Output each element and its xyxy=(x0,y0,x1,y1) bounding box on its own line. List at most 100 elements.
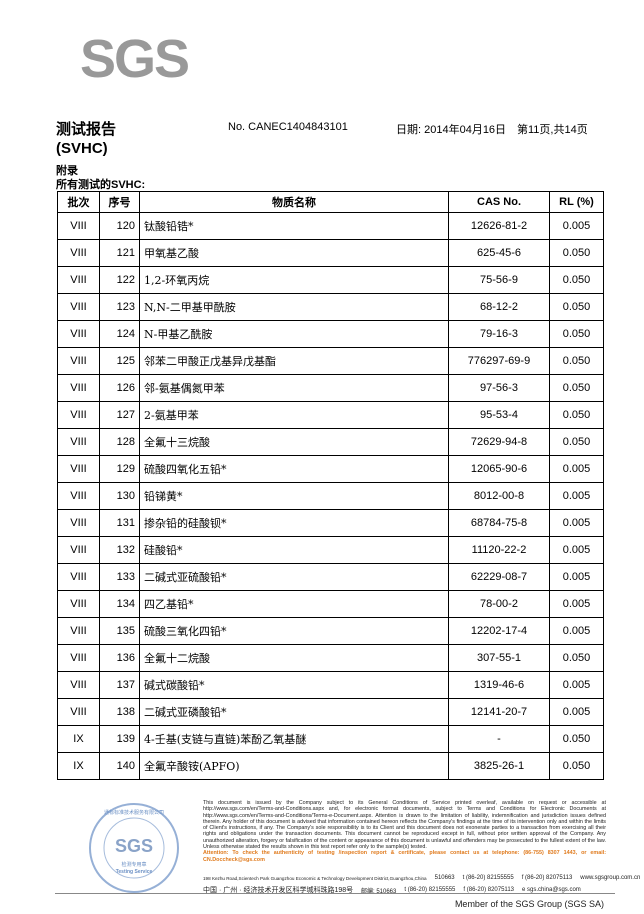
column-header-batch: 批次 xyxy=(57,191,100,213)
cas-cell: 776297-69-9 xyxy=(448,347,550,375)
report-date: 日期: 2014年04月16日 xyxy=(396,124,507,136)
substance-cell: 全氟十三烷酸 xyxy=(139,428,449,456)
index-cell: 123 xyxy=(99,293,140,321)
table-row: VIII 135 硫酸三氧化四铅* 12202-17-4 0.005 xyxy=(57,617,604,645)
batch-cell: VIII xyxy=(57,563,100,591)
postcode-en: 510663 xyxy=(434,875,455,881)
address-row-cn: 中国 · 广州 · 经济技术开发区科学城科珠路198号 邮编: 510663 t… xyxy=(203,884,613,896)
rl-cell: 0.050 xyxy=(549,266,604,294)
index-cell: 140 xyxy=(99,752,140,780)
substance-cell: 四乙基铅* xyxy=(139,590,449,618)
table-row: VIII 136 全氟十二烷酸 307-55-1 0.050 xyxy=(57,644,604,672)
batch-cell: VIII xyxy=(57,698,100,726)
table-row: VIII 134 四乙基铅* 78-00-2 0.005 xyxy=(57,590,604,618)
substance-cell: 4-壬基(支链与直链)苯酚乙氧基醚 xyxy=(139,725,449,753)
rl-cell: 0.050 xyxy=(549,347,604,375)
table-row: VIII 124 N-甲基乙酰胺 79-16-3 0.050 xyxy=(57,320,604,348)
disclaimer-text: This document is issued by the Company s… xyxy=(203,800,606,851)
table-row: VIII 123 N,N-二甲基甲酰胺 68-12-2 0.050 xyxy=(57,293,604,321)
substance-cell: 碱式碳酸铅* xyxy=(139,671,449,699)
column-header-rl: RL (%) xyxy=(549,191,604,213)
cas-cell: 12065-90-6 xyxy=(448,455,550,483)
rl-cell: 0.050 xyxy=(549,293,604,321)
index-cell: 120 xyxy=(99,212,140,240)
table-row: VIII 121 甲氧基乙酸 625-45-6 0.050 xyxy=(57,239,604,267)
index-cell: 139 xyxy=(99,725,140,753)
index-cell: 128 xyxy=(99,428,140,456)
rl-cell: 0.005 xyxy=(549,509,604,537)
substance-cell: 硫酸三氧化四铅* xyxy=(139,617,449,645)
batch-cell: VIII xyxy=(57,617,100,645)
rl-cell: 0.050 xyxy=(549,320,604,348)
substance-cell: 钛酸铅锆* xyxy=(139,212,449,240)
table-row: VIII 129 硫酸四氧化五铅* 12065-90-6 0.005 xyxy=(57,455,604,483)
batch-cell: VIII xyxy=(57,428,100,456)
rl-cell: 0.050 xyxy=(549,239,604,267)
index-cell: 127 xyxy=(99,401,140,429)
table-row: IX 139 4-壬基(支链与直链)苯酚乙氧基醚 -0.050 xyxy=(57,725,604,753)
cas-cell: 12141-20-7 xyxy=(448,698,550,726)
table-row: VIII 130 铅锑黄* 8012-00-8 0.005 xyxy=(57,482,604,510)
cas-cell: 78-00-2 xyxy=(448,590,550,618)
seal-ring-text: 通标标准技术服务有限公司 xyxy=(104,809,164,816)
rl-cell: 0.050 xyxy=(549,428,604,456)
cas-cell: 307-55-1 xyxy=(448,644,550,672)
cas-cell: 3825-26-1 xyxy=(448,752,550,780)
substance-cell: 硫酸四氧化五铅* xyxy=(139,455,449,483)
column-header-cas: CAS No. xyxy=(448,191,550,213)
column-header-index: 序号 xyxy=(99,191,140,213)
rl-cell: 0.050 xyxy=(549,401,604,429)
phone-en: t (86-20) 82155555 xyxy=(462,875,514,881)
substance-cell: 硅酸铅* xyxy=(139,536,449,564)
rl-cell: 0.005 xyxy=(549,698,604,726)
index-cell: 133 xyxy=(99,563,140,591)
table-row: VIII 137 碱式碳酸铅* 1319-46-6 0.005 xyxy=(57,671,604,699)
substance-cell: 全氟十二烷酸 xyxy=(139,644,449,672)
batch-cell: VIII xyxy=(57,320,100,348)
sgs-logo: SGS xyxy=(80,29,190,89)
svhc-table: 批次 序号 物质名称 CAS No. RL (%) VIII 120 钛酸铅锆* 12… xyxy=(57,191,604,780)
batch-cell: VIII xyxy=(57,347,100,375)
cas-cell: - xyxy=(448,725,550,753)
substance-cell: 甲氧基乙酸 xyxy=(139,239,449,267)
fax-cn: f (86-20) 82075113 xyxy=(463,887,514,893)
address-row-en: 198 Kezhu Road,Scientech Park Guangzhou … xyxy=(203,872,640,884)
rl-cell: 0.005 xyxy=(549,671,604,699)
batch-cell: VIII xyxy=(57,212,100,240)
index-cell: 135 xyxy=(99,617,140,645)
rl-cell: 0.005 xyxy=(549,563,604,591)
index-cell: 137 xyxy=(99,671,140,699)
batch-cell: VIII xyxy=(57,401,100,429)
cas-cell: 62229-08-7 xyxy=(448,563,550,591)
report-number: No. CANEC1404843101 xyxy=(228,121,348,133)
website-link[interactable]: www.sgsgroup.com.cn xyxy=(580,875,641,881)
rl-cell: 0.005 xyxy=(549,212,604,240)
cas-cell: 95-53-4 xyxy=(448,401,550,429)
substance-cell: 1,2-环氧丙烷 xyxy=(139,266,449,294)
table-row: VIII 128 全氟十三烷酸 72629-94-8 0.050 xyxy=(57,428,604,456)
phone-cn: t (86-20) 82155555 xyxy=(404,887,456,893)
sgs-seal-stamp: SGS 检测专用章 Testing Service 通标标准技术服务有限公司 xyxy=(89,803,179,893)
postcode-cn: 邮编: 510663 xyxy=(361,888,397,895)
index-cell: 138 xyxy=(99,698,140,726)
batch-cell: IX xyxy=(57,752,100,780)
rl-cell: 0.005 xyxy=(549,617,604,645)
seal-label: 检测专用章 xyxy=(121,861,146,868)
substance-cell: 二碱式亚磷酸铅* xyxy=(139,698,449,726)
rl-cell: 0.050 xyxy=(549,752,604,780)
batch-cell: VIII xyxy=(57,293,100,321)
cas-cell: 625-45-6 xyxy=(448,239,550,267)
index-cell: 136 xyxy=(99,644,140,672)
rl-cell: 0.005 xyxy=(549,590,604,618)
substance-cell: 2-氨基甲苯 xyxy=(139,401,449,429)
substance-cell: 全氟辛酸铵(APFO) xyxy=(139,752,449,780)
index-cell: 134 xyxy=(99,590,140,618)
rl-cell: 0.050 xyxy=(549,374,604,402)
report-subtitle: (SVHC) xyxy=(56,140,108,157)
column-header-substance: 物质名称 xyxy=(139,191,449,213)
table-row: VIII 132 硅酸铅* 11120-22-2 0.005 xyxy=(57,536,604,564)
batch-cell: VIII xyxy=(57,374,100,402)
email-link[interactable]: e sgs.china@sgs.com xyxy=(522,887,581,893)
index-cell: 132 xyxy=(99,536,140,564)
